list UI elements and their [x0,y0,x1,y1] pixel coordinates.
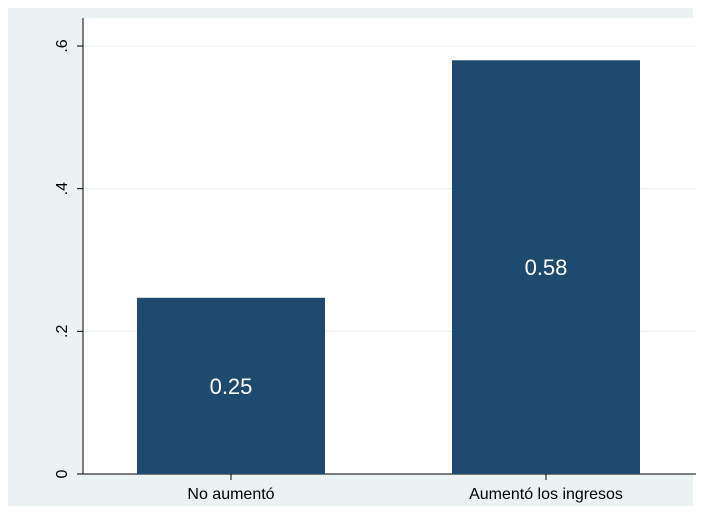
x-tick-label: Aumentó los ingresos [469,486,623,503]
x-tick-label: No aumentó [187,486,274,503]
bar[interactable] [452,60,640,475]
y-tick-label: .4 [54,182,71,195]
bar-data-label: 0.58 [525,255,568,280]
y-tick-label: .6 [54,39,71,52]
y-tick-label: .2 [54,325,71,338]
bar[interactable] [137,297,325,474]
y-tick-label: 0 [54,469,71,478]
bar-data-label: 0.25 [210,374,253,399]
